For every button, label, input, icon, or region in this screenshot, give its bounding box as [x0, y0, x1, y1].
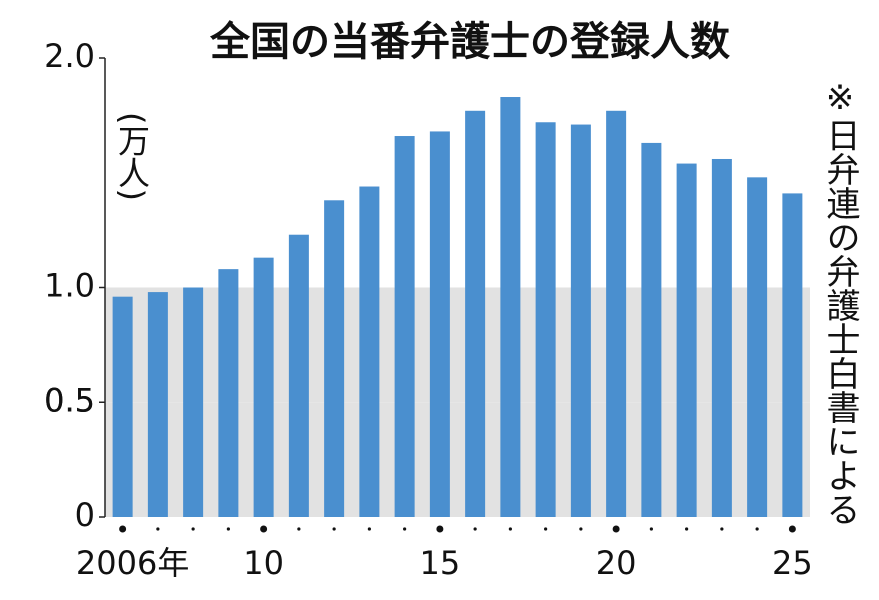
source-note: ※日弁連の弁護士白書による	[820, 78, 860, 526]
bar	[641, 142, 662, 518]
x-tick-dot	[473, 527, 477, 531]
bar	[429, 131, 450, 517]
x-tick-dot	[612, 525, 620, 533]
shaded-band	[105, 402, 810, 517]
x-tick-dot	[332, 527, 336, 531]
y-tick-label: 0	[75, 496, 95, 534]
bar	[606, 110, 627, 517]
x-tick-dot	[579, 527, 583, 531]
x-tick-dot	[119, 525, 127, 533]
x-tick-label: 15	[420, 544, 461, 582]
bar	[112, 296, 133, 517]
x-tick-dot	[649, 527, 653, 531]
bar	[359, 186, 380, 517]
x-tick-dot	[755, 527, 759, 531]
x-tick-dot	[226, 527, 230, 531]
bar	[324, 200, 345, 518]
x-tick-dot	[297, 527, 301, 531]
x-tick-dot	[156, 527, 160, 531]
x-tick-label: 20	[596, 544, 637, 582]
bar	[747, 177, 768, 517]
y-tick-label: 0.5	[44, 381, 95, 419]
bar	[465, 110, 486, 517]
x-tick-dot	[367, 527, 371, 531]
chart-title: 全国の当番弁護士の登録人数	[209, 19, 730, 65]
y-tick-label: 1.0	[44, 267, 95, 305]
bar	[218, 269, 239, 517]
x-tick-dot	[544, 527, 548, 531]
bar	[253, 257, 274, 517]
x-tick-label: 2006年	[76, 544, 189, 582]
x-tick-dot	[260, 525, 268, 533]
x-tick-label: 25	[772, 544, 813, 582]
bar	[147, 292, 168, 517]
x-tick-dot	[436, 525, 444, 533]
bar	[676, 163, 697, 517]
shaded-band	[105, 287, 810, 403]
bar	[500, 97, 521, 517]
bar	[288, 234, 309, 517]
bar	[183, 287, 204, 517]
bar	[394, 136, 415, 517]
x-tick-dot	[191, 527, 195, 531]
y-tick-label: 0.5	[44, 381, 95, 419]
x-tick-dot	[685, 527, 689, 531]
x-tick-dot	[508, 527, 512, 531]
bar	[570, 124, 591, 518]
y-axis-label: (万人)	[113, 112, 151, 201]
x-tick-dot	[788, 525, 796, 533]
bar	[782, 193, 803, 517]
bar	[535, 122, 556, 517]
x-tick-label: 10	[243, 544, 284, 582]
bar	[711, 158, 732, 518]
x-tick-dot	[403, 527, 407, 531]
x-tick-dot	[720, 527, 724, 531]
y-tick-label: 2.0	[44, 37, 95, 75]
